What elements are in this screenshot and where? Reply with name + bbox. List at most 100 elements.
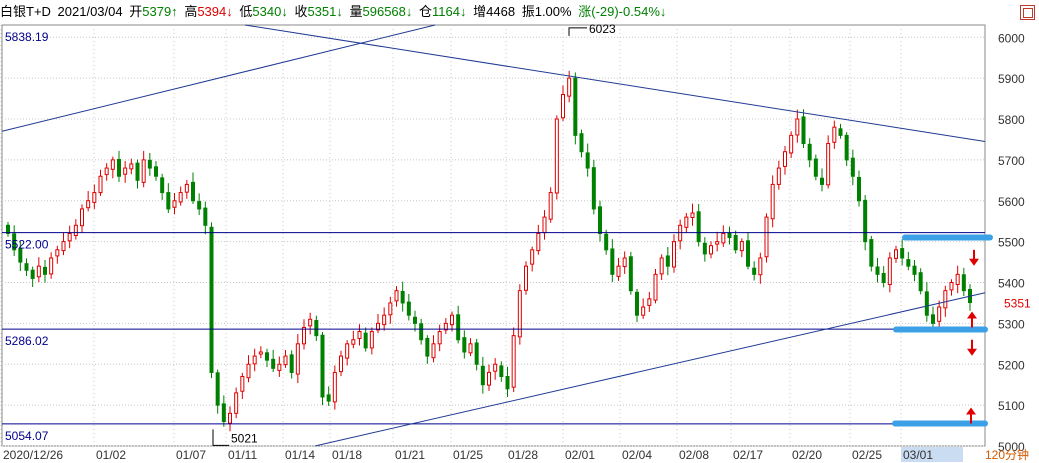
candle-body [789, 134, 794, 154]
candle-body [764, 216, 769, 258]
candle-body [721, 232, 726, 244]
quote-header: 白银T+D 2021/03/04 开5379↑ 高5394↓ 低5340↓ 收5… [0, 0, 1000, 24]
candle-body [357, 331, 362, 340]
amplitude-value: 1.00% [534, 4, 572, 19]
y-tick-label: 5900 [998, 72, 1025, 86]
increase-label: 增 [473, 4, 487, 19]
x-tick-label: 02/25 [852, 448, 882, 462]
candle-body [203, 207, 208, 226]
candle-body [536, 232, 541, 252]
candle-body [129, 163, 134, 170]
candle-body [955, 273, 960, 286]
high-label: 高 [184, 4, 198, 19]
y-tick-label: 5300 [998, 317, 1025, 331]
candle-body [598, 206, 602, 234]
candle-body [505, 376, 510, 390]
candle-body [641, 306, 646, 316]
candle-body [80, 208, 84, 227]
candle-body [912, 265, 917, 275]
x-tick-label: 02/20 [792, 448, 822, 462]
candle-body [807, 143, 812, 161]
candle-body [197, 201, 202, 210]
x-tick-label: 2020/12/26 [3, 448, 63, 462]
x-tick-label: 02/08 [679, 448, 709, 462]
y-tick-label: 5100 [998, 399, 1025, 413]
x-tick-label: 01/02 [96, 448, 126, 462]
y-tick-label: 5500 [998, 236, 1025, 250]
candle-body [246, 363, 251, 379]
down-arrow-icon [969, 258, 979, 266]
trend-line-support [314, 292, 986, 447]
candle-body [141, 159, 146, 183]
candle-body [542, 216, 547, 234]
candle-body [770, 183, 775, 220]
candle-body [86, 200, 91, 209]
candle-body [511, 335, 516, 388]
plot-frame [1, 24, 986, 447]
candle-body [826, 143, 831, 186]
candle-body [332, 371, 337, 403]
candle-body [283, 355, 288, 366]
candle-body [258, 351, 263, 355]
candle-body [591, 167, 596, 210]
maximize-icon[interactable] [1020, 5, 1035, 20]
candle-body [117, 158, 121, 177]
candle-body [709, 245, 713, 255]
amplitude-label: 振 [521, 4, 535, 19]
candle-body [869, 239, 874, 267]
candle-body [135, 162, 140, 181]
candle-body [12, 233, 17, 251]
candle-body [123, 167, 128, 175]
candle-body [382, 314, 387, 326]
x-tick-label: 01/07 [176, 448, 206, 462]
candle-body [271, 358, 276, 369]
candle-body [345, 343, 350, 359]
candle-body [55, 249, 60, 257]
candle-body [209, 226, 214, 373]
change-label: 涨 [578, 4, 592, 19]
candle-body [147, 159, 152, 169]
candle-body [863, 199, 868, 243]
y-tick-label: 5600 [998, 195, 1025, 209]
candle-body [493, 363, 498, 372]
candle-body [49, 257, 54, 275]
candle-body [376, 322, 380, 331]
x-tick-label: 01/25 [453, 448, 483, 462]
x-tick-label: 02/01 [565, 448, 595, 462]
candle-body [604, 233, 609, 251]
candle-body [567, 77, 572, 97]
candle-body [110, 159, 115, 170]
high-marker [568, 27, 587, 36]
candle-body [900, 248, 905, 259]
candle-body [406, 301, 411, 316]
low-annotation: 5021 [231, 431, 258, 445]
candle-body [844, 134, 849, 161]
candle-body [850, 157, 855, 177]
candle-body [308, 318, 313, 327]
candle-body [154, 166, 158, 177]
candle-body [887, 257, 892, 286]
candle-body [659, 257, 664, 275]
candle-body [715, 241, 720, 245]
candle-body [554, 118, 559, 194]
trend-line-rising [1, 24, 436, 132]
candle-body [363, 332, 368, 349]
current-price-label: 5351 [1004, 297, 1031, 311]
candle-body [191, 181, 195, 202]
candle-body [178, 192, 183, 203]
candle-body [221, 403, 226, 422]
candle-body [184, 183, 189, 193]
candle-body [400, 290, 405, 304]
candle-body [166, 192, 171, 210]
candle-body [524, 265, 528, 291]
quote-date: 2021/03/04 [57, 4, 123, 19]
symbol-name: 白银T+D [0, 4, 51, 19]
candle-body [647, 298, 652, 306]
candle-body [18, 248, 23, 263]
candle-body [443, 322, 448, 331]
change-value: (-29)-0.54%↓ [591, 4, 667, 19]
x-tick-label: 01/18 [332, 448, 362, 462]
candle-body [326, 394, 331, 402]
candle-body [499, 365, 504, 378]
candle-body [394, 290, 399, 302]
